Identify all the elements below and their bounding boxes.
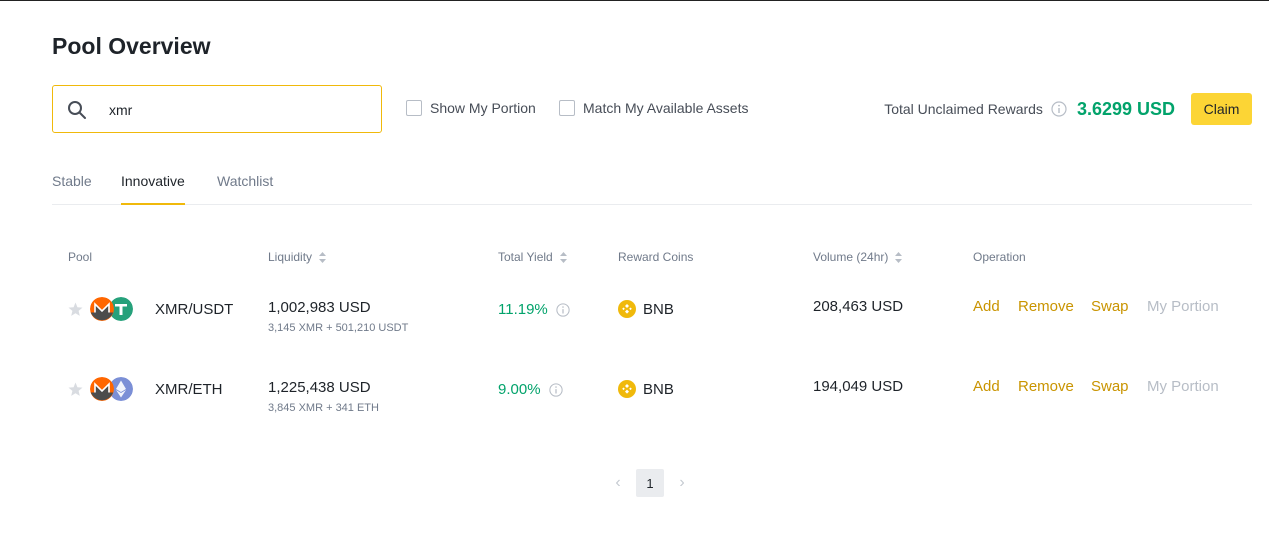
unclaimed-rewards: Total Unclaimed Rewards 3.6299 USD Claim — [884, 93, 1252, 125]
add-button[interactable]: Add — [973, 298, 1000, 315]
sort-icon[interactable] — [319, 251, 327, 263]
my-portion-button[interactable]: My Portion — [1147, 378, 1219, 395]
liquidity-detail: 3,845 XMR + 341 ETH — [268, 402, 379, 414]
page-title: Pool Overview — [52, 33, 211, 59]
monero-icon — [90, 377, 114, 401]
volume-value: 194,049 USD — [813, 378, 904, 395]
page-number[interactable]: 1 — [636, 469, 664, 497]
reward-coin: BNB — [618, 380, 674, 398]
bnb-icon — [618, 300, 636, 318]
info-icon[interactable] — [1051, 101, 1067, 117]
claim-button[interactable]: Claim — [1191, 93, 1252, 125]
rewards-value: 3.6299 USD — [1076, 98, 1175, 119]
pool-pair[interactable]: XMR/ETH — [155, 381, 223, 398]
liquidity-value: 1,002,983 USD — [268, 299, 371, 316]
add-button[interactable]: Add — [973, 378, 1000, 395]
header-total-yield[interactable]: Total Yield — [498, 250, 567, 264]
chevron-right-icon[interactable]: › — [679, 474, 685, 491]
info-icon[interactable] — [556, 302, 570, 317]
my-portion-button[interactable]: My Portion — [1147, 298, 1219, 315]
liquidity-detail: 3,145 XMR + 501,210 USDT — [268, 322, 409, 334]
monero-icon — [90, 297, 114, 321]
total-yield: 11.19% — [498, 301, 570, 318]
header-operation: Operation — [973, 250, 1026, 264]
pool-pair[interactable]: XMR/USDT — [155, 301, 234, 318]
volume-value: 208,463 USD — [813, 298, 904, 315]
match-assets-label: Match My Available Assets — [583, 100, 749, 116]
rewards-label: Total Unclaimed Rewards — [884, 101, 1043, 117]
top-border — [0, 0, 1269, 1]
tether-icon — [109, 297, 133, 321]
pagination: ‹ 1 › — [600, 469, 700, 497]
checkbox-box[interactable] — [559, 100, 575, 116]
show-my-portion-checkbox[interactable]: Show My Portion — [406, 100, 536, 116]
liquidity-value: 1,225,438 USD — [268, 379, 371, 396]
header-volume[interactable]: Volume (24hr) — [813, 250, 903, 264]
star-icon[interactable] — [68, 302, 83, 317]
swap-button[interactable]: Swap — [1091, 298, 1129, 315]
checkbox-box[interactable] — [406, 100, 422, 116]
swap-button[interactable]: Swap — [1091, 378, 1129, 395]
search-icon — [68, 101, 86, 119]
chevron-left-icon[interactable]: ‹ — [615, 474, 621, 491]
tab-stable[interactable]: Stable — [52, 173, 92, 189]
search-box[interactable] — [52, 85, 382, 133]
bnb-icon — [618, 380, 636, 398]
header-reward-coins: Reward Coins — [618, 250, 694, 264]
star-icon[interactable] — [68, 382, 83, 397]
ethereum-icon — [109, 377, 133, 401]
total-yield: 9.00% — [498, 381, 563, 398]
remove-button[interactable]: Remove — [1018, 378, 1074, 395]
reward-coin: BNB — [618, 300, 674, 318]
sort-icon[interactable] — [895, 251, 903, 263]
info-icon[interactable] — [548, 382, 563, 397]
header-liquidity[interactable]: Liquidity — [268, 250, 327, 264]
match-assets-checkbox[interactable]: Match My Available Assets — [559, 100, 748, 116]
tab-innovative[interactable]: Innovative — [121, 172, 185, 205]
header-pool: Pool — [68, 250, 93, 264]
sort-icon[interactable] — [559, 251, 567, 263]
tab-watchlist[interactable]: Watchlist — [217, 173, 274, 189]
remove-button[interactable]: Remove — [1018, 298, 1074, 315]
pool-tabs: Stable Innovative Watchlist — [52, 172, 1252, 205]
show-my-portion-label: Show My Portion — [430, 100, 536, 116]
search-input[interactable] — [109, 98, 369, 122]
